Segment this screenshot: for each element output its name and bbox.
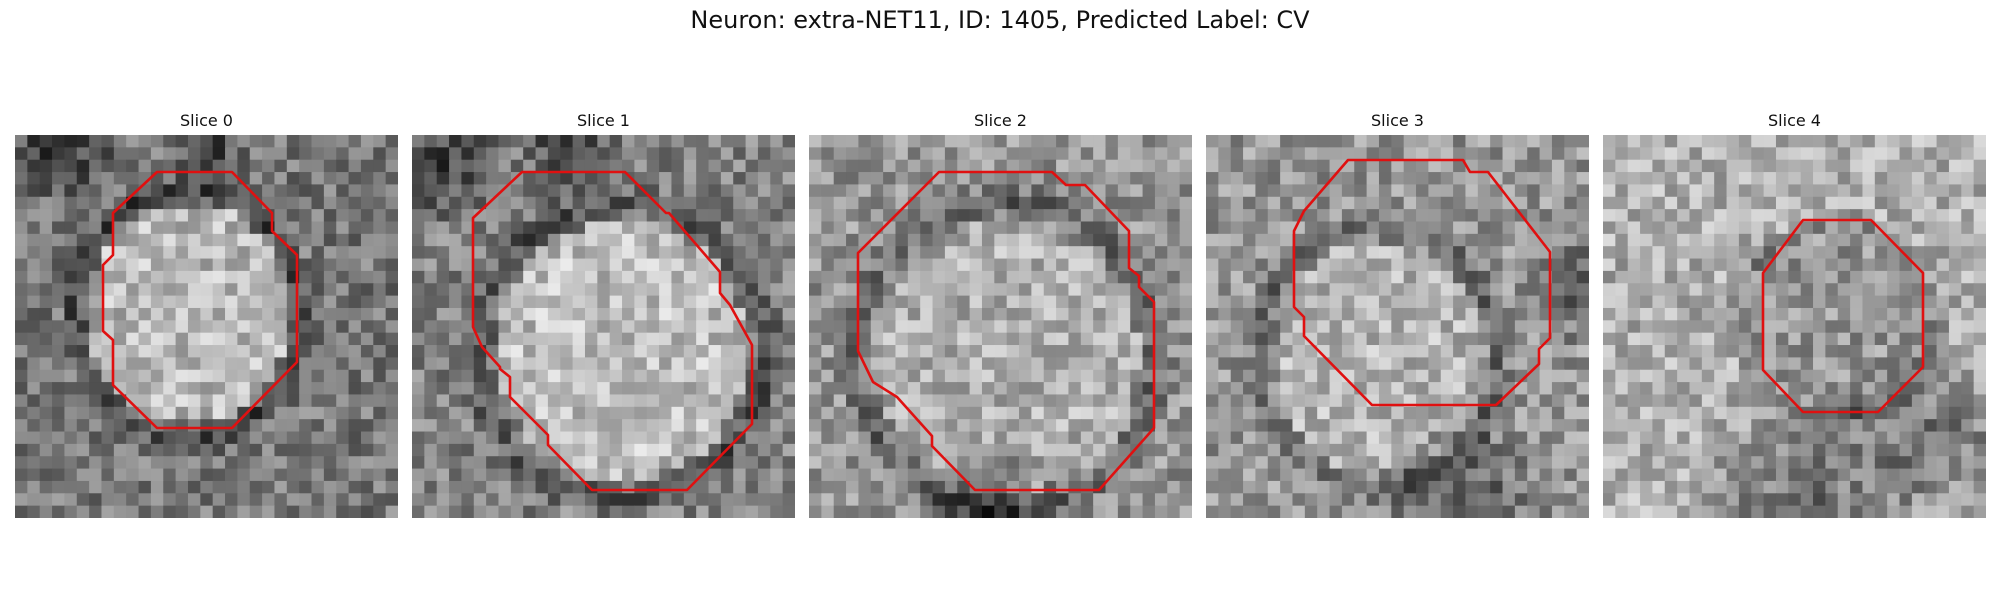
slice-image-1 [412, 135, 795, 518]
slice-title-0: Slice 0 [180, 111, 233, 130]
slice-panel-0: Slice 0 [15, 111, 398, 531]
slice-title-3: Slice 3 [1371, 111, 1424, 130]
contour-outline [471, 170, 754, 492]
slice-image-2 [809, 135, 1192, 518]
slice-panel-1: Slice 1 [412, 111, 795, 531]
slice-title-4: Slice 4 [1768, 111, 1821, 130]
slice-title-1: Slice 1 [577, 111, 630, 130]
contour-outline [101, 170, 299, 430]
slice-panel-3: Slice 3 [1206, 111, 1589, 531]
figure-title: Neuron: extra-NET11, ID: 1405, Predicted… [690, 6, 1310, 34]
slice-panel-4: Slice 4 [1603, 111, 1986, 531]
contour-outline [1292, 158, 1552, 407]
contour-outline [1761, 218, 1925, 414]
slice-title-2: Slice 2 [974, 111, 1027, 130]
slice-panel-2: Slice 2 [809, 111, 1192, 531]
slice-image-4 [1603, 135, 1986, 518]
slice-image-0 [15, 135, 398, 518]
contour-outline [856, 170, 1156, 492]
slice-image-3 [1206, 135, 1589, 518]
